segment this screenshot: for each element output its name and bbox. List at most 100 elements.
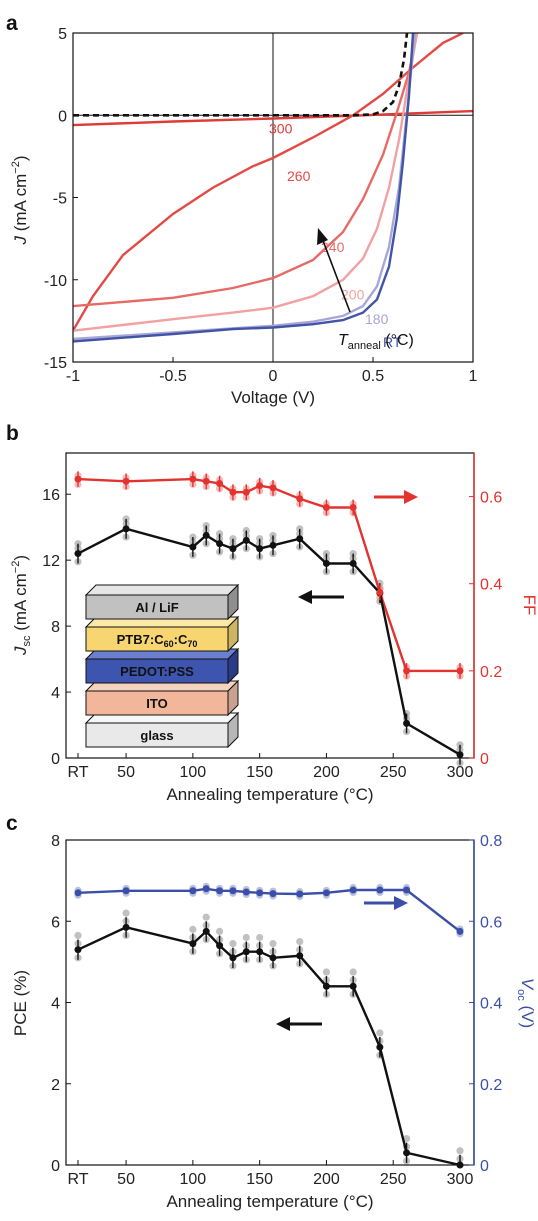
pce-point: [202, 927, 210, 935]
tanneal-label: Tanneal (°C): [338, 332, 414, 352]
pce-point: [296, 952, 304, 960]
y-tick-label: 16: [42, 487, 60, 504]
pce-replicate-point: [296, 937, 304, 946]
ff-point: [189, 475, 197, 483]
panel-c-series: [74, 882, 464, 1169]
y-tick-label: 4: [51, 996, 60, 1013]
x-tick-label: 0: [269, 368, 278, 385]
pce-replicate-point: [202, 913, 210, 921]
y-tick-label: -5: [53, 191, 67, 208]
panel-a-curves: [73, 33, 473, 362]
voc-point: [202, 885, 210, 893]
voc-series-line: [77, 887, 461, 933]
voc-point: [322, 889, 330, 897]
x-tick-label: RT: [67, 764, 88, 781]
pce-point: [229, 954, 237, 962]
panel-b-xlabel: Annealing temperature (°C): [166, 785, 373, 804]
voc-point: [216, 887, 224, 895]
pce-replicate-point: [456, 1147, 464, 1155]
pce-point: [122, 923, 130, 931]
jv-curve-dark: [73, 33, 409, 117]
layer-active: PTB7:C60:C70: [84, 615, 240, 653]
y-tick-label: 6: [51, 914, 60, 931]
voc-point: [269, 890, 277, 898]
jsc-axis-arrow: [298, 590, 344, 604]
x-tick-label: 250: [380, 1171, 407, 1188]
ff-point: [216, 480, 224, 487]
panel-c-letter: c: [6, 812, 18, 835]
y-tick-label: -10: [44, 273, 67, 290]
panel-c-ylabel-right: Voc (V): [515, 978, 537, 1028]
y-tick-label: 0: [51, 751, 60, 768]
voc-point: [189, 887, 197, 895]
y-tick-label: 4: [51, 685, 60, 702]
pce-replicate-point: [189, 925, 197, 933]
device-stack: glass ITO PEDOT:PSS PTB7:C60:C70: [84, 583, 240, 749]
pce-replicate-point: [122, 909, 130, 917]
pce-point: [322, 982, 330, 990]
panel-c-xlabel: Annealing temperature (°C): [166, 1192, 373, 1211]
y-tick-label: 8: [51, 833, 60, 850]
ff-point: [456, 667, 464, 675]
y-tick-label: 2: [51, 1077, 60, 1094]
ff-point: [403, 667, 411, 675]
x-tick-label: 250: [380, 764, 407, 781]
ff-point: [296, 495, 304, 503]
jsc-point: [242, 536, 250, 544]
voc-point: [456, 927, 464, 935]
layer-glass: glass: [84, 711, 240, 749]
ff-point: [269, 484, 277, 492]
pce-point: [189, 940, 197, 948]
curve-label: 180: [365, 311, 389, 327]
pce-replicate-point: [322, 968, 331, 976]
ff-axis-arrow: [374, 490, 418, 504]
panel-c: c RT 50 100 150 200 250 3000246800.20.40.60.8 …: [6, 812, 537, 1211]
voc-point: [349, 886, 357, 894]
pce-replicate-point: [376, 1029, 384, 1037]
pce-replicate-point: [402, 1134, 411, 1143]
panel-b-ylabel-right: FF: [520, 595, 538, 616]
panel-a-letter: a: [6, 12, 18, 35]
right-y-tick-label: 0.4: [480, 577, 502, 594]
y-tick-label: 8: [51, 619, 60, 636]
jv-curve-240: [73, 33, 419, 308]
panel-b-ylabel-left: Jsc (mA cm−2): [10, 555, 33, 656]
panel-a-ylabel: J (mA cm−2): [10, 155, 30, 245]
right-y-tick-label: 0.4: [480, 996, 502, 1013]
pce-replicate-point: [256, 933, 264, 942]
voc-point: [242, 888, 250, 896]
x-tick-label: RT: [67, 1171, 88, 1188]
ff-point: [322, 503, 330, 511]
y-tick-label: 12: [42, 553, 60, 570]
panel-b-ticks: RT 50 100 150 200 250 300 0 4 8 12 16 0 0.2 0.4 0.6: [42, 487, 502, 781]
jsc-point: [74, 550, 82, 558]
y-tick-label: 0: [58, 108, 67, 125]
panel-a-xlabel: Voltage (V): [231, 388, 315, 407]
x-tick-label: 200: [313, 764, 340, 781]
jsc-point: [189, 543, 197, 551]
layer-al-lif: Al / LiF: [84, 583, 240, 621]
x-tick-label: 50: [117, 764, 135, 781]
y-tick-label: 0: [51, 1158, 60, 1175]
pce-point: [74, 946, 82, 954]
curve-label: RT: [383, 334, 402, 350]
x-tick-label: 0.5: [362, 368, 384, 385]
panel-b: b RT 50 100 150 200 250 300 0 4 8 12 16 0 0.2 0.4 0.6 g…: [6, 422, 538, 804]
voc-point: [256, 889, 264, 897]
x-tick-label: 50: [117, 1171, 135, 1188]
layer-pedot: PEDOT:PSS: [84, 647, 240, 685]
jsc-point: [216, 540, 224, 548]
layer-active-label: PTB7:C60:C70: [117, 632, 198, 649]
pce-replicate-point: [215, 927, 224, 936]
layer-al-lif-label: Al / LiF: [135, 600, 178, 615]
jsc-point: [256, 545, 264, 553]
x-tick-label: 100: [180, 1171, 207, 1188]
y-tick-label: -15: [44, 355, 67, 372]
panel-a-ticks: -1 -0.5 0 0.5 1 -15 -10 -5 0 5: [44, 26, 478, 385]
x-tick-label: 300: [447, 764, 474, 781]
jv-curve-rt: [73, 33, 415, 343]
ff-point: [242, 488, 250, 496]
pce-point: [376, 1043, 384, 1051]
voc-axis-arrow: [364, 896, 408, 910]
